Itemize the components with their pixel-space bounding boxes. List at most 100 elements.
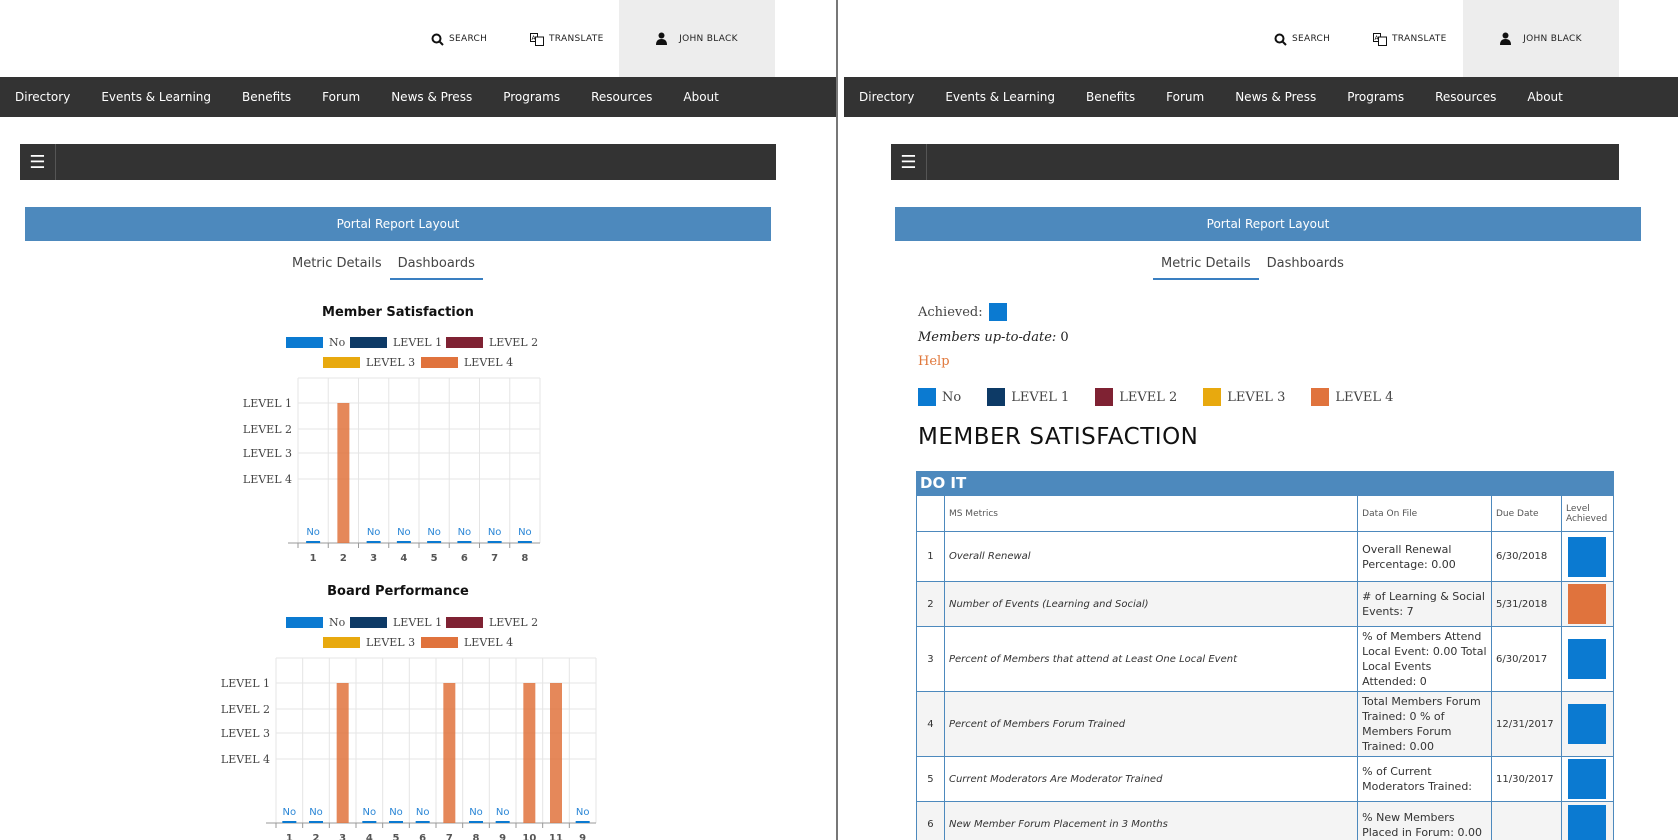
metrics-table-body: 1 Overall Renewal Overall Renewal Percenta… — [916, 531, 1615, 840]
x-tick-label: 3 — [370, 553, 377, 564]
nav-programs[interactable]: Programs — [1347, 90, 1405, 104]
nav-events-learning[interactable]: Events & Learning — [945, 90, 1056, 104]
nav-forum[interactable]: Forum — [322, 90, 361, 104]
bar-data-label: No — [496, 807, 510, 818]
achieved-label: Achieved: — [918, 304, 983, 320]
bar-no — [396, 541, 411, 543]
x-tick-label: 11 — [549, 833, 563, 840]
y-tick-label: LEVEL 1 — [243, 397, 292, 410]
x-tick-label: 5 — [431, 553, 438, 564]
cell-metric: Percent of Members that attend at Least … — [943, 626, 1359, 692]
level-achieved-swatch[interactable] — [1567, 639, 1606, 679]
report-title: Portal Report Layout — [1206, 217, 1330, 231]
tab-dashboards[interactable]: Dashboards — [1266, 256, 1344, 271]
x-tick-label: 1 — [310, 553, 317, 564]
legend-item-level3[interactable]: LEVEL 3 — [323, 356, 415, 369]
achieved-swatch — [988, 303, 1007, 321]
legend-item-no[interactable]: No — [286, 616, 345, 629]
search-link[interactable]: SEARCH — [431, 28, 487, 50]
nav-benefits[interactable]: Benefits — [242, 90, 292, 104]
level-achieved-swatch[interactable] — [1567, 584, 1606, 624]
nav-news-press[interactable]: News & Press — [391, 90, 473, 104]
legend-swatch — [421, 357, 458, 368]
translate-label: TRANSLATE — [549, 34, 604, 44]
legend-swatch — [918, 388, 936, 406]
legend-swatch — [323, 637, 360, 648]
nav-about[interactable]: About — [1527, 90, 1563, 104]
legend-item-level4[interactable]: LEVEL 4 — [421, 356, 513, 369]
column-header-num — [916, 495, 945, 532]
legend-item-level4[interactable]: LEVEL 4 — [421, 636, 513, 649]
cell-level — [1560, 801, 1615, 840]
bar-no — [517, 541, 532, 543]
nav-news-press[interactable]: News & Press — [1235, 90, 1317, 104]
nav-directory[interactable]: Directory — [15, 90, 71, 104]
level-achieved-swatch[interactable] — [1567, 704, 1606, 744]
tab-metric-details[interactable]: Metric Details — [1153, 254, 1259, 280]
legend-item-level1[interactable]: LEVEL 1 — [350, 336, 442, 349]
bar-data-label: No — [518, 527, 532, 538]
nav-directory[interactable]: Directory — [859, 90, 915, 104]
bar-no — [415, 821, 430, 823]
main-nav: Directory Events & Learning Benefits For… — [0, 77, 836, 117]
table-row: 1 Overall Renewal Overall Renewal Percenta… — [916, 531, 1615, 582]
help-link[interactable]: Help — [918, 354, 950, 369]
bar — [443, 683, 456, 823]
x-tick-label: 2 — [313, 833, 320, 840]
legend-item-no[interactable]: No — [286, 336, 345, 349]
cell-level — [1560, 531, 1615, 582]
legend-swatch — [1311, 388, 1330, 406]
nav-events-learning[interactable]: Events & Learning — [101, 90, 212, 104]
hamburger-menu-icon[interactable]: ☰ — [20, 144, 56, 180]
tab-metric-details[interactable]: Metric Details — [292, 256, 382, 271]
bar-no — [487, 541, 502, 543]
nav-programs[interactable]: Programs — [503, 90, 561, 104]
report-tabs: Metric Details Dashboards — [1153, 254, 1352, 280]
y-tick-label: LEVEL 3 — [243, 447, 292, 460]
hamburger-menu-icon[interactable]: ☰ — [891, 144, 927, 180]
level-achieved-swatch[interactable] — [1567, 759, 1606, 799]
search-label: SEARCH — [1292, 34, 1331, 44]
cell-level — [1560, 691, 1615, 757]
level-achieved-swatch[interactable] — [1567, 536, 1606, 577]
legend-label: LEVEL 3 — [1227, 389, 1286, 405]
user-menu[interactable]: JOHN BLACK — [1463, 0, 1619, 77]
sub-nav-bar: ☰ — [891, 144, 1619, 180]
nav-resources[interactable]: Resources — [591, 90, 653, 104]
x-tick-label: 1 — [286, 833, 293, 840]
user-name: JOHN BLACK — [679, 33, 738, 44]
tab-dashboards[interactable]: Dashboards — [389, 254, 483, 280]
translate-link[interactable]: A TRANSLATE — [1373, 28, 1447, 50]
bar-no — [427, 541, 442, 543]
level-legend: No LEVEL 1 LEVEL 2 LEVEL 3 LEVEL 4 — [918, 388, 1419, 406]
cell-due: 11/30/2017 — [1491, 756, 1562, 802]
bar-data-label: No — [397, 527, 411, 538]
cell-data: % of Current Moderators Trained: — [1357, 756, 1492, 802]
bar-no — [469, 821, 483, 823]
legend-swatch — [446, 617, 483, 628]
translate-label: TRANSLATE — [1392, 34, 1447, 44]
y-tick-label: LEVEL 2 — [243, 423, 292, 436]
nav-resources[interactable]: Resources — [1435, 90, 1497, 104]
legend-item-level1[interactable]: LEVEL 1 — [350, 616, 442, 629]
top-bar: SEARCH A TRANSLATE JOHN BLACK — [844, 0, 1678, 77]
search-link[interactable]: SEARCH — [1274, 28, 1330, 50]
report-title: Portal Report Layout — [336, 217, 460, 231]
legend-item-level3[interactable]: LEVEL 3 — [323, 636, 415, 649]
column-header-due: Due Date — [1491, 495, 1562, 532]
left-window: SEARCH A TRANSLATE JOHN BLACK Directory … — [0, 0, 838, 840]
legend-item-level2[interactable]: LEVEL 2 — [446, 616, 538, 629]
legend-item-level2[interactable]: LEVEL 2 — [446, 336, 538, 349]
nav-benefits[interactable]: Benefits — [1086, 90, 1136, 104]
nav-forum[interactable]: Forum — [1166, 90, 1205, 104]
translate-link[interactable]: A TRANSLATE — [530, 28, 604, 50]
bar-data-label: No — [306, 527, 320, 538]
legend-label: LEVEL 4 — [464, 356, 514, 369]
nav-about[interactable]: About — [683, 90, 719, 104]
bar-data-label: No — [389, 807, 403, 818]
table-row: 3 Percent of Members that attend at Least… — [916, 626, 1615, 692]
x-tick-label: 2 — [340, 553, 347, 564]
level-achieved-swatch[interactable] — [1567, 804, 1606, 840]
user-menu[interactable]: JOHN BLACK — [619, 0, 775, 77]
bar-no — [306, 541, 321, 543]
